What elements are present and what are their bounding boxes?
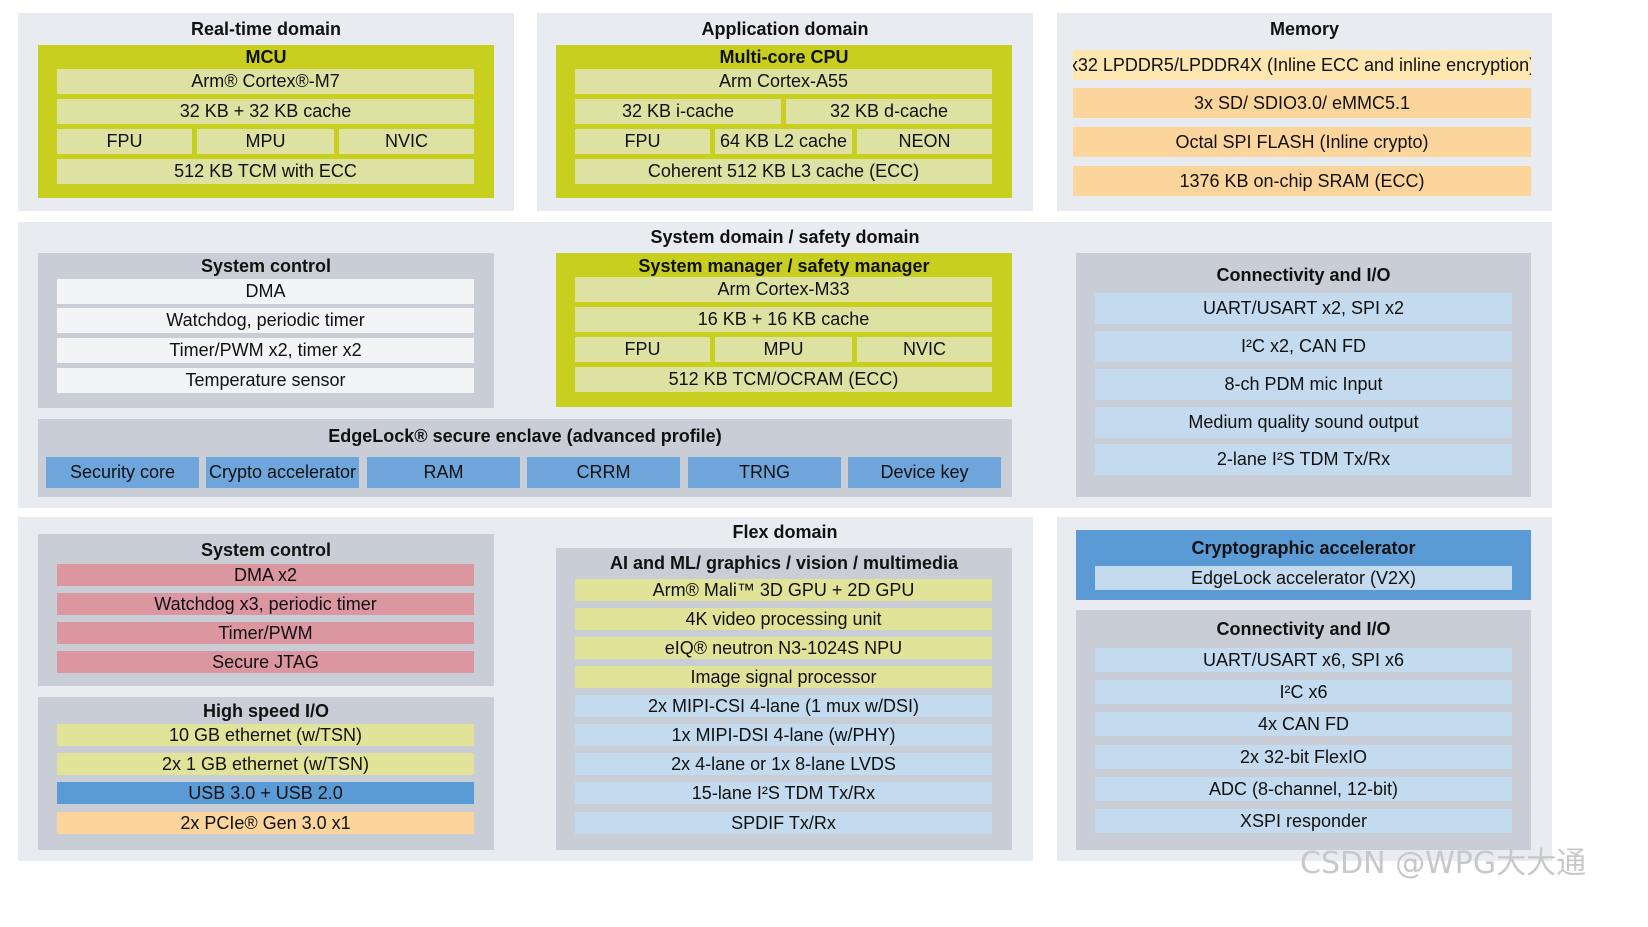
system-domain-title: System domain / safety domain xyxy=(650,226,920,247)
high-speed-io-item: 10 GB ethernet (w/TSN) xyxy=(57,724,474,746)
connectivity2-item: ADC (8-channel, 12-bit) xyxy=(1095,777,1512,801)
realtime-domain-title: Real-time domain xyxy=(190,18,342,39)
edgelock-item: Device key xyxy=(848,457,1001,488)
multimedia-item: 2x MIPI-CSI 4-lane (1 mux w/DSI) xyxy=(575,695,992,717)
multimedia-item: 1x MIPI-DSI 4-lane (w/PHY) xyxy=(575,724,992,746)
connectivity-item: Medium quality sound output xyxy=(1095,407,1512,438)
edgelock-item: Crypto accelerator xyxy=(206,457,359,488)
mcu-tcm: 512 KB TCM with ECC xyxy=(57,159,474,184)
connectivity2-title: Connectivity and I/O xyxy=(1216,618,1391,639)
high-speed-io-title: High speed I/O xyxy=(202,700,330,721)
connectivity-item: I²C x2, CAN FD xyxy=(1095,331,1512,362)
mcu-title: MCU xyxy=(245,46,287,67)
cpu-l2: 64 KB L2 cache xyxy=(715,129,852,154)
flex-system-control-item: Secure JTAG xyxy=(57,651,474,673)
cpu-l3: Coherent 512 KB L3 cache (ECC) xyxy=(575,159,992,184)
high-speed-io-item: 2x 1 GB ethernet (w/TSN) xyxy=(57,753,474,775)
multimedia-item: eIQ® neutron N3-1024S NPU xyxy=(575,637,992,659)
mcu-fpu: FPU xyxy=(57,129,192,154)
edgelock-item: CRRM xyxy=(527,457,680,488)
crypto-accelerator-item: EdgeLock accelerator (V2X) xyxy=(1095,566,1512,590)
flex-system-control-item: DMA x2 xyxy=(57,564,474,586)
multimedia-item: 2x 4-lane or 1x 8-lane LVDS xyxy=(575,753,992,775)
system-control-item: DMA xyxy=(57,279,474,304)
connectivity-item: 2-lane I²S TDM Tx/Rx xyxy=(1095,444,1512,475)
memory-title: Memory xyxy=(1269,18,1340,39)
safety-manager-title: System manager / safety manager xyxy=(638,255,930,276)
cpu-neon: NEON xyxy=(857,129,992,154)
connectivity2-item: I²C x6 xyxy=(1095,680,1512,704)
cpu-core: Arm Cortex-A55 xyxy=(575,69,992,94)
memory-item: Octal SPI FLASH (Inline crypto) xyxy=(1073,127,1531,157)
mcu-cache: 32 KB + 32 KB cache xyxy=(57,99,474,124)
safety-fpu: FPU xyxy=(575,337,710,362)
safety-mpu: MPU xyxy=(715,337,852,362)
cpu-fpu: FPU xyxy=(575,129,710,154)
memory-item: 1376 KB on-chip SRAM (ECC) xyxy=(1073,166,1531,196)
edgelock-item: TRNG xyxy=(688,457,841,488)
multimedia-item: 15-lane I²S TDM Tx/Rx xyxy=(575,782,992,804)
multimedia-item: SPDIF Tx/Rx xyxy=(575,812,992,834)
cpu-title: Multi-core CPU xyxy=(719,46,849,67)
system-control-item: Timer/PWM x2, timer x2 xyxy=(57,338,474,363)
memory-item: 3x SD/ SDIO3.0/ eMMC5.1 xyxy=(1073,88,1531,118)
system-control-title: System control xyxy=(200,255,332,276)
multimedia-item: Image signal processor xyxy=(575,666,992,688)
flex-system-control-item: Timer/PWM xyxy=(57,622,474,644)
mcu-mpu: MPU xyxy=(197,129,334,154)
connectivity2-item: 4x CAN FD xyxy=(1095,712,1512,736)
cpu-icache: 32 KB i-cache xyxy=(575,99,781,124)
multimedia-title: AI and ML/ graphics / vision / multimedi… xyxy=(609,552,959,573)
edgelock-item: RAM xyxy=(367,457,520,488)
edgelock-item: Security core xyxy=(46,457,199,488)
system-control-item: Temperature sensor xyxy=(57,368,474,393)
connectivity-item: UART/USART x2, SPI x2 xyxy=(1095,293,1512,324)
connectivity-item: 8-ch PDM mic Input xyxy=(1095,369,1512,400)
memory-item: x32 LPDDR5/LPDDR4X (Inline ECC and inlin… xyxy=(1073,50,1531,80)
system-control-item: Watchdog, periodic timer xyxy=(57,308,474,333)
connectivity-title: Connectivity and I/O xyxy=(1216,264,1391,285)
safety-core: Arm Cortex-M33 xyxy=(575,277,992,302)
watermark: CSDN @WPG大大通 xyxy=(1300,846,1587,881)
crypto-accelerator-title: Cryptographic accelerator xyxy=(1191,537,1416,558)
edgelock-title: EdgeLock® secure enclave (advanced profi… xyxy=(328,425,722,446)
cpu-dcache: 32 KB d-cache xyxy=(786,99,992,124)
application-domain-title: Application domain xyxy=(701,18,869,39)
multimedia-item: 4K video processing unit xyxy=(575,608,992,630)
safety-tcm: 512 KB TCM/OCRAM (ECC) xyxy=(575,367,992,392)
high-speed-io-item: 2x PCIe® Gen 3.0 x1 xyxy=(57,812,474,834)
connectivity2-item: XSPI responder xyxy=(1095,809,1512,833)
connectivity2-item: 2x 32-bit FlexIO xyxy=(1095,745,1512,769)
safety-nvic: NVIC xyxy=(857,337,992,362)
flex-system-control-item: Watchdog x3, periodic timer xyxy=(57,593,474,615)
safety-cache: 16 KB + 16 KB cache xyxy=(575,307,992,332)
multimedia-item: Arm® Mali™ 3D GPU + 2D GPU xyxy=(575,579,992,601)
high-speed-io-item: USB 3.0 + USB 2.0 xyxy=(57,782,474,804)
flex-domain-title: Flex domain xyxy=(732,521,838,542)
connectivity2-item: UART/USART x6, SPI x6 xyxy=(1095,648,1512,672)
mcu-nvic: NVIC xyxy=(339,129,474,154)
flex-system-control-title: System control xyxy=(200,539,332,560)
mcu-core: Arm® Cortex®-M7 xyxy=(57,69,474,94)
